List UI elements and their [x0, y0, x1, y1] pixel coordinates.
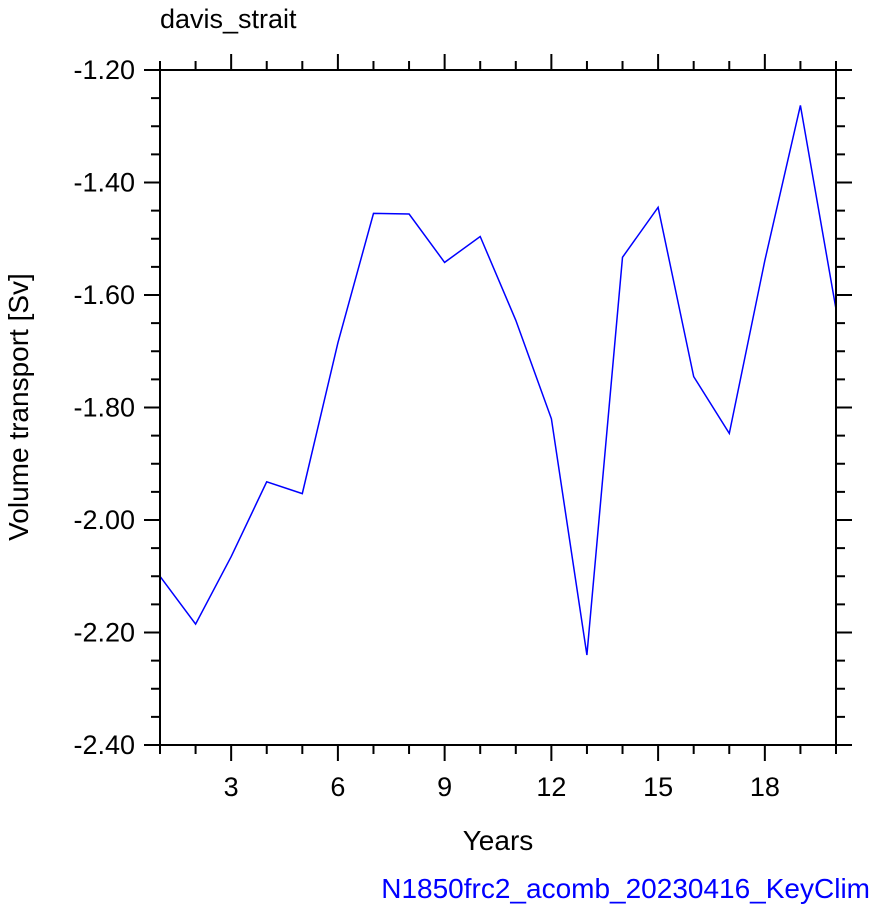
y-tick-label: -1.60	[73, 280, 135, 310]
x-tick-label: 15	[643, 772, 673, 802]
x-tick-label: 3	[224, 772, 239, 802]
x-tick-labels: 3 6 9 12 15 18	[224, 772, 780, 802]
series-line	[159, 105, 837, 656]
x-tick-label: 6	[330, 772, 345, 802]
x-tick-label: 12	[536, 772, 566, 802]
y-tick-label: -2.40	[73, 730, 135, 760]
y-axis-title: Volume transport [Sv]	[3, 273, 34, 541]
chart-title: davis_strait	[160, 4, 297, 34]
run-id-label: N1850frc2_acomb_20230416_KeyClim	[381, 873, 870, 904]
axis-ticks	[144, 54, 852, 761]
x-tick-label: 18	[750, 772, 780, 802]
x-tick-label: 9	[437, 772, 452, 802]
y-tick-label: -1.80	[73, 393, 135, 423]
y-tick-label: -1.40	[73, 168, 135, 198]
plot-frame	[159, 69, 837, 746]
x-axis-title: Years	[463, 825, 534, 856]
y-tick-label: -2.20	[73, 618, 135, 648]
y-tick-labels: -1.20 -1.40 -1.60 -1.80 -2.00 -2.20 -2.40	[73, 55, 135, 760]
y-tick-label: -1.20	[73, 55, 135, 85]
y-tick-label: -2.00	[73, 505, 135, 535]
